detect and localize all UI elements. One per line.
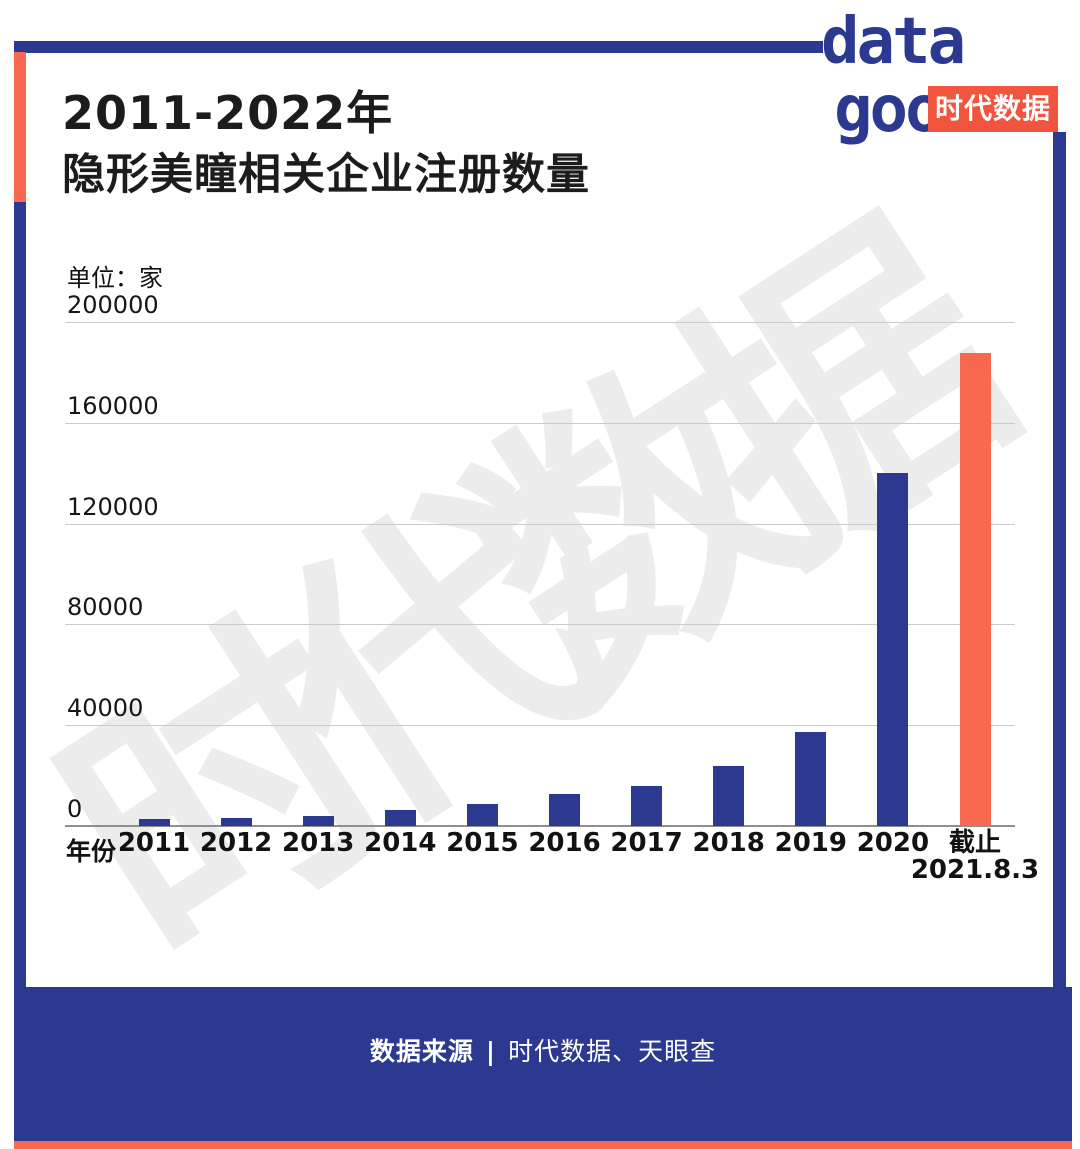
x-axis-line bbox=[65, 825, 1015, 827]
data-source-values: 时代数据、天眼查 bbox=[508, 1037, 717, 1066]
datagoo-logo-line1: data bbox=[821, 5, 966, 79]
frame-top-bar bbox=[14, 41, 823, 53]
y-tick-label: 80000 bbox=[67, 593, 144, 622]
y-axis-unit-label: 单位：家 bbox=[67, 264, 163, 292]
x-tick-label: 2018 bbox=[664, 830, 794, 857]
bar bbox=[877, 473, 909, 826]
x-tick-line: 2012 bbox=[199, 828, 273, 858]
brand-badge: 时代数据 bbox=[928, 86, 1058, 132]
bar bbox=[795, 732, 827, 826]
bar bbox=[138, 818, 170, 826]
data-source-label: 数据来源 bbox=[369, 1037, 474, 1066]
bar bbox=[549, 794, 580, 826]
x-tick-line: 2013 bbox=[282, 828, 355, 858]
x-tick-line: 2017 bbox=[610, 828, 683, 858]
x-tick-label: 2017 bbox=[582, 830, 712, 857]
gridline bbox=[65, 523, 1015, 525]
x-tick-line: 2014 bbox=[364, 828, 437, 858]
datagoo-logo-line2: goo bbox=[834, 73, 944, 147]
x-tick-label: 2013 bbox=[253, 830, 383, 857]
y-tick-label: 200000 bbox=[67, 291, 159, 319]
chart-title-line2: 隐形美瞳相关企业注册数量 bbox=[62, 150, 590, 200]
chart-title: 2011-2022年 隐形美瞳相关企业注册数量 bbox=[62, 82, 590, 206]
gridline bbox=[65, 322, 1015, 323]
frame-left-bar bbox=[14, 202, 26, 987]
data-source-divider: | bbox=[485, 1037, 497, 1066]
x-tick-line: 2011 bbox=[117, 828, 191, 858]
frame-right-bar bbox=[1053, 132, 1066, 987]
x-tick-label: 2015 bbox=[417, 830, 547, 857]
gridline bbox=[65, 422, 1015, 424]
x-tick-label: 截止 2021.8.3 bbox=[910, 830, 1040, 884]
x-tick-line: 2018 bbox=[692, 828, 765, 858]
frame-left-bar-accent bbox=[14, 52, 26, 202]
bar bbox=[631, 786, 663, 826]
x-tick-line: 2015 bbox=[446, 828, 519, 858]
y-tick-label: 120000 bbox=[67, 492, 159, 521]
footer-band bbox=[14, 987, 1072, 1141]
bar bbox=[713, 765, 745, 826]
data-source-line: 数据来源 | 时代数据、天眼查 bbox=[14, 1032, 1072, 1068]
bar bbox=[302, 815, 334, 826]
x-tick-label: 2016 bbox=[500, 830, 630, 857]
x-tick-label: 2014 bbox=[335, 830, 465, 857]
x-tick-label: 2019 bbox=[746, 830, 876, 857]
x-tick-line: 2016 bbox=[528, 828, 601, 858]
x-tick-label: 2011 bbox=[89, 830, 219, 857]
bar bbox=[466, 803, 498, 826]
x-tick-line: 截止 bbox=[948, 828, 1001, 858]
bar bbox=[220, 818, 252, 826]
gridline bbox=[65, 725, 1015, 727]
y-tick-label: 160000 bbox=[67, 391, 159, 420]
bar-highlight bbox=[959, 352, 991, 826]
y-tick-label: 0 bbox=[67, 795, 83, 823]
chart-title-line1: 2011-2022年 bbox=[62, 86, 394, 140]
footer-accent-strip bbox=[14, 1141, 1072, 1149]
x-axis-title: 年份 bbox=[66, 837, 117, 866]
y-tick-label: 40000 bbox=[67, 694, 144, 723]
x-tick-line: 2021.8.3 bbox=[910, 855, 1040, 885]
x-tick-line: 2019 bbox=[774, 828, 847, 858]
gridline bbox=[65, 624, 1015, 626]
x-tick-label: 2020 bbox=[828, 830, 958, 857]
bar bbox=[384, 809, 416, 826]
x-tick-line: 2020 bbox=[856, 828, 930, 858]
x-tick-label: 2012 bbox=[171, 830, 301, 857]
